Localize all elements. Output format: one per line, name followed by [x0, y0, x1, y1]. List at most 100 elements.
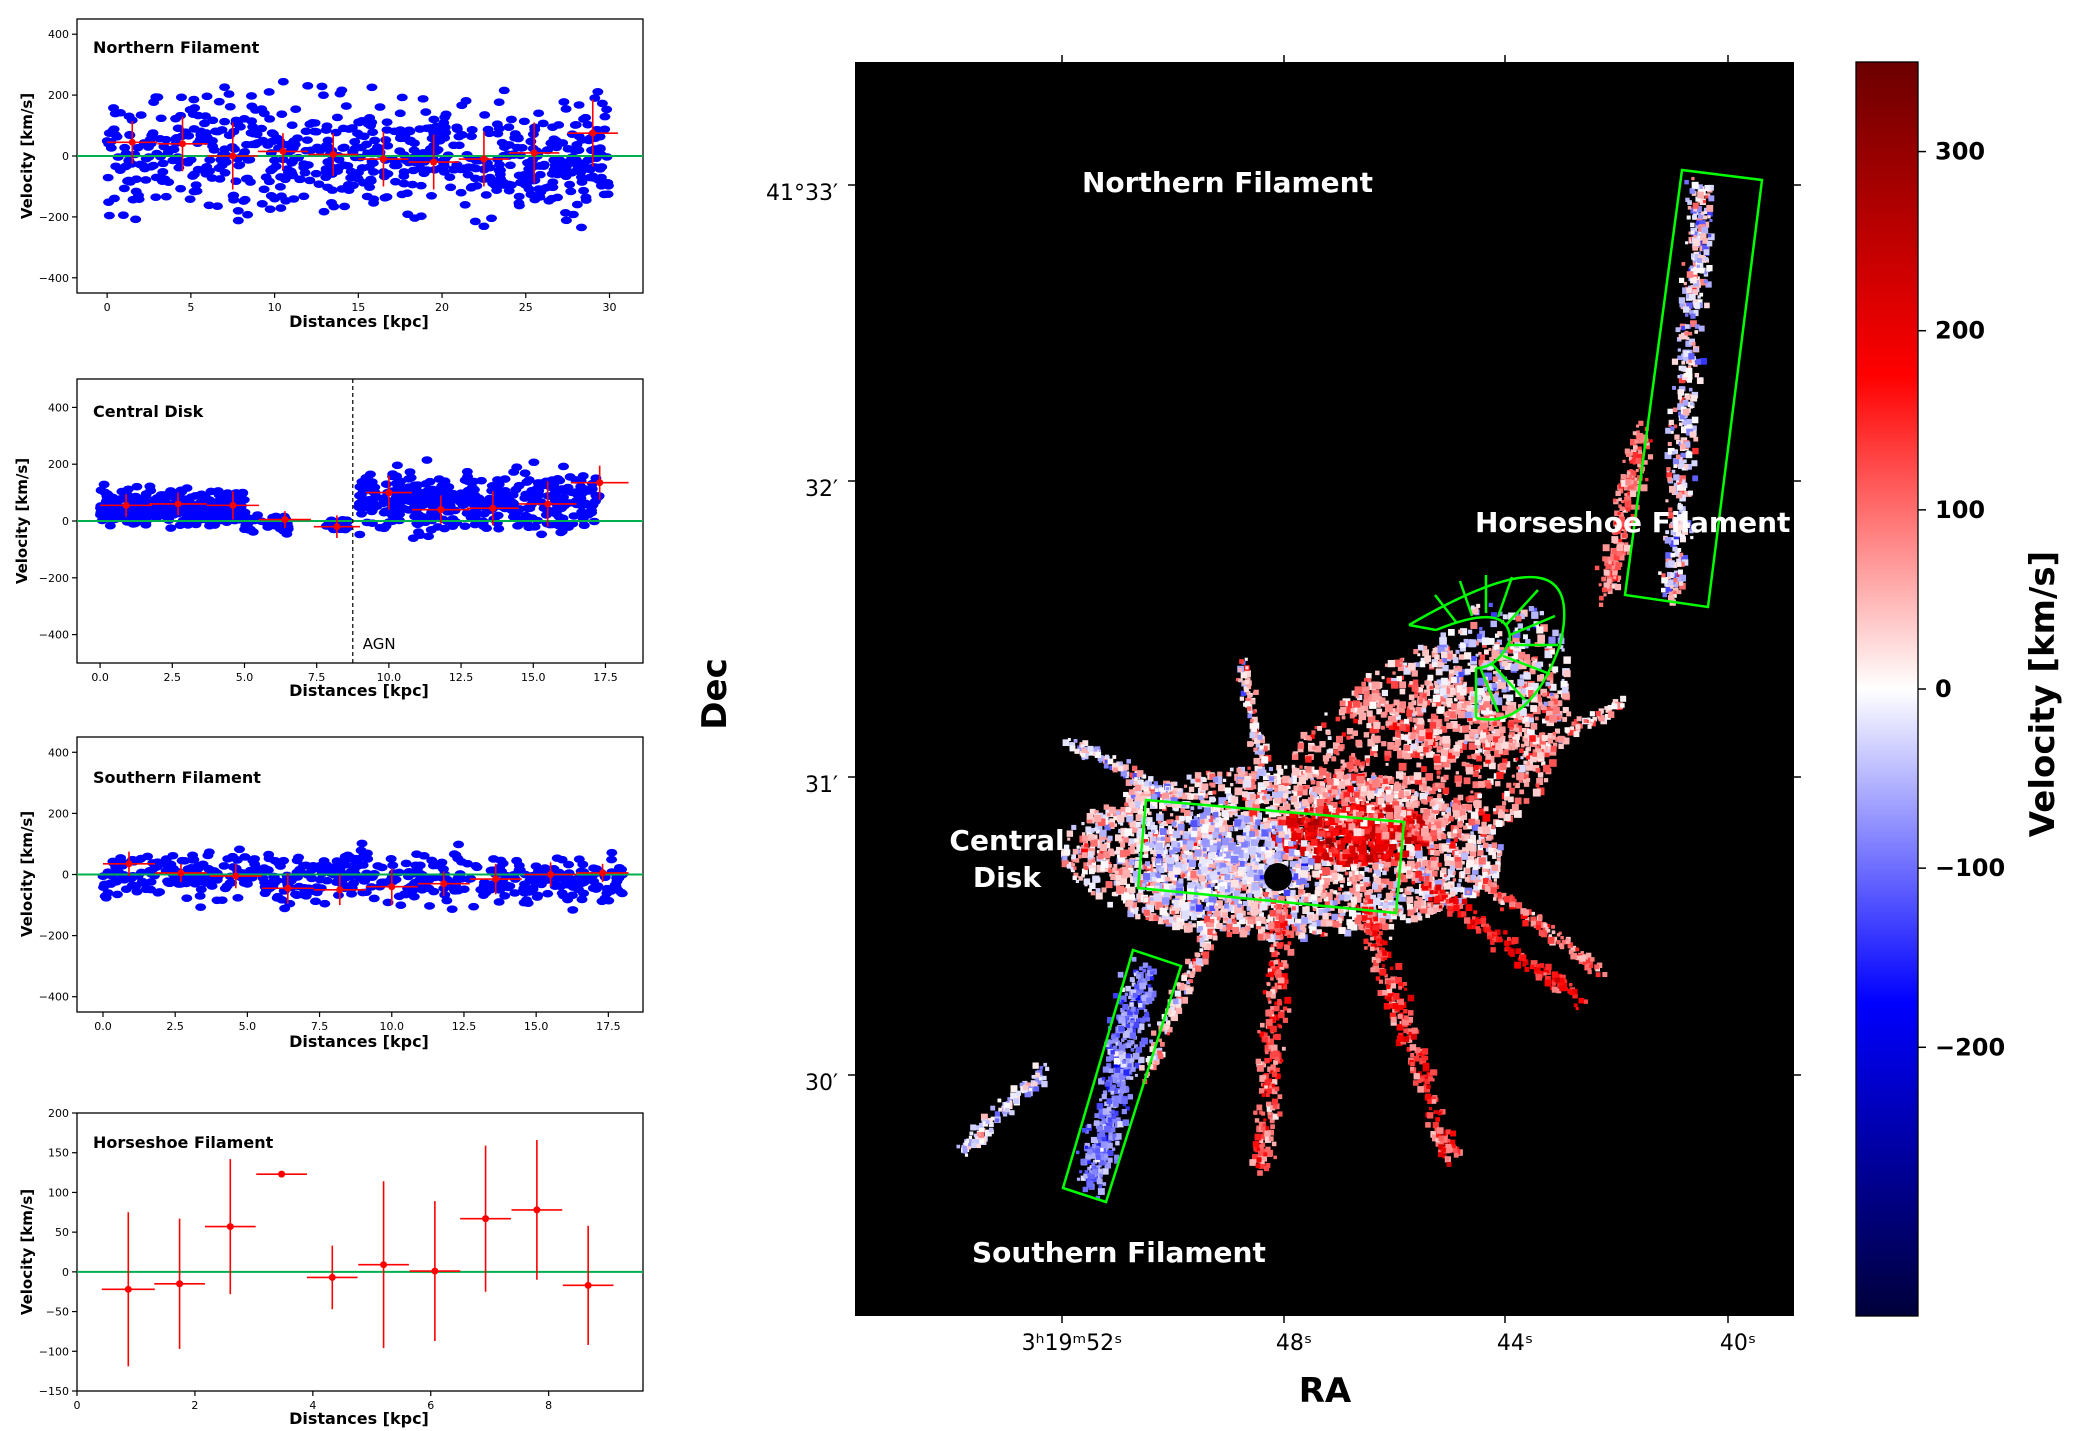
scatter-point — [441, 896, 453, 905]
emission-pixel — [1097, 839, 1103, 845]
emission-pixel — [1134, 849, 1139, 854]
emission-pixel — [1312, 930, 1316, 935]
emission-pixel — [1449, 890, 1456, 897]
x-tick-label: 10 — [268, 301, 282, 314]
emission-pixel — [1169, 833, 1173, 837]
emission-pixel — [1225, 832, 1232, 839]
emission-pixel — [1273, 780, 1279, 786]
emission-pixel — [1351, 779, 1356, 784]
emission-pixel — [1449, 887, 1458, 895]
y-tick-label: 150 — [48, 1147, 69, 1160]
emission-pixel — [1262, 772, 1271, 781]
emission-pixel — [1447, 868, 1454, 875]
emission-pixel — [1322, 912, 1329, 920]
scatter-point — [318, 857, 330, 865]
emission-pixel — [1478, 857, 1486, 865]
scatter-point — [582, 156, 594, 164]
scatter-point — [513, 201, 525, 210]
emission-pixel — [1449, 857, 1455, 863]
scatter-point — [99, 488, 111, 497]
emission-pixel — [1186, 865, 1193, 872]
binned-point — [232, 872, 240, 880]
emission-pixel — [1308, 914, 1314, 920]
scatter-point — [304, 176, 316, 185]
emission-pixel — [1263, 892, 1270, 898]
binned-means — [107, 99, 618, 190]
emission-pixel — [1192, 887, 1201, 895]
emission-pixel — [1479, 844, 1483, 848]
scatter-point — [539, 864, 551, 872]
emission-pixel — [1307, 806, 1313, 812]
scatter-point — [337, 124, 349, 133]
emission-pixel — [1398, 912, 1403, 917]
scatter-point — [417, 95, 429, 103]
emission-pixel — [1241, 791, 1248, 798]
emission-pixel — [1477, 849, 1484, 857]
emission-pixel — [1340, 884, 1344, 888]
emission-pixel — [1442, 844, 1450, 852]
scatter-point — [361, 192, 373, 201]
emission-pixel — [1445, 891, 1449, 895]
scatter-point — [250, 125, 262, 134]
emission-pixel — [1325, 892, 1333, 901]
emission-pixel — [1272, 791, 1279, 798]
emission-pixel — [1278, 785, 1285, 792]
emission-pixel — [1257, 934, 1264, 940]
emission-pixel — [1369, 894, 1376, 901]
emission-pixel — [1081, 848, 1089, 856]
scatter-point — [462, 859, 474, 868]
emission-pixel — [1130, 891, 1135, 896]
emission-pixel — [1094, 814, 1102, 823]
scatter-point — [222, 855, 234, 863]
emission-pixel — [1463, 834, 1470, 840]
y-tick-label: 0 — [62, 1266, 69, 1279]
emission-pixel — [1243, 846, 1252, 854]
scatter-point — [334, 89, 346, 98]
emission-pixel — [1439, 870, 1447, 878]
scatter-point — [275, 204, 287, 212]
scatter-point — [291, 856, 303, 865]
scatter-point — [531, 893, 543, 901]
emission-pixel — [1473, 884, 1480, 891]
emission-pixel — [1077, 849, 1082, 854]
emission-pixel — [1244, 775, 1252, 784]
emission-pixel — [1405, 918, 1411, 924]
scatter-point — [166, 145, 178, 154]
scatter-point — [511, 143, 523, 152]
emission-pixel — [1316, 772, 1324, 780]
emission-pixel — [1413, 791, 1418, 795]
scatter-point — [110, 131, 122, 139]
emission-pixel — [1104, 824, 1111, 831]
scatter-point — [239, 195, 251, 204]
emission-pixel — [1074, 858, 1080, 863]
scatter-point — [523, 888, 535, 896]
emission-pixel — [1370, 774, 1376, 780]
scatter-point — [345, 167, 357, 176]
emission-pixel — [1124, 802, 1129, 807]
emission-pixel — [1309, 926, 1317, 934]
emission-pixel — [1383, 860, 1391, 868]
emission-pixel — [1145, 795, 1152, 802]
emission-pixel — [1467, 856, 1475, 863]
y-tick-label: −200 — [39, 572, 69, 585]
emission-pixel — [1235, 881, 1243, 888]
emission-pixel — [1133, 801, 1141, 808]
scatter-point — [322, 183, 334, 192]
emission-pixel — [1320, 892, 1327, 899]
emission-pixel — [1227, 772, 1232, 777]
emission-pixel — [1129, 844, 1135, 849]
scatter-point — [345, 174, 357, 182]
scatter-point — [103, 139, 115, 147]
x-tick-label: 2 — [191, 1399, 198, 1412]
scatter-point — [491, 485, 503, 494]
emission-pixel — [1241, 883, 1246, 888]
emission-pixel — [1338, 894, 1345, 901]
binned-point — [329, 150, 337, 158]
emission-pixel — [1257, 793, 1264, 800]
emission-pixel — [1364, 867, 1370, 872]
scatter-point — [522, 159, 534, 167]
scatter-point — [376, 863, 388, 872]
emission-pixel — [1252, 803, 1260, 811]
emission-pixel — [1382, 870, 1387, 876]
emission-pixel — [1308, 851, 1313, 855]
